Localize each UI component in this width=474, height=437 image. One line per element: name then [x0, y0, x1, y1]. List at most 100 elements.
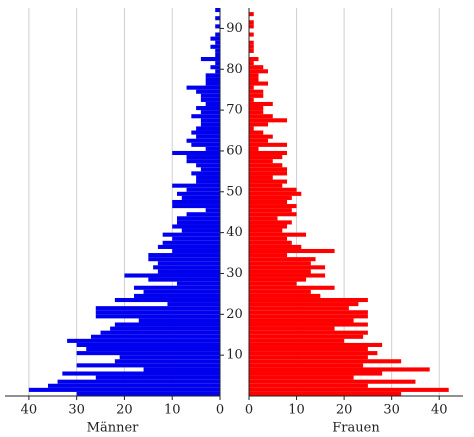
bar	[215, 48, 220, 53]
bar	[191, 171, 220, 176]
bar	[205, 208, 220, 213]
bar	[62, 371, 221, 376]
y-tick-label: 70	[226, 103, 243, 118]
bar	[205, 146, 220, 151]
bar	[249, 273, 326, 278]
x-tick-label: 20	[336, 403, 353, 418]
bar	[249, 138, 269, 143]
bar	[249, 387, 449, 392]
bar	[249, 277, 307, 282]
bar	[200, 57, 220, 62]
bar	[181, 195, 220, 200]
bar	[249, 195, 292, 200]
bar	[249, 204, 297, 209]
y-tick-label: 40	[226, 225, 243, 240]
bar	[249, 318, 354, 323]
bar	[249, 48, 254, 53]
bar	[249, 383, 368, 388]
bar	[196, 106, 220, 111]
x-tick-label: 0	[216, 403, 224, 418]
bar	[249, 77, 259, 82]
bar	[76, 363, 221, 368]
bar	[249, 20, 254, 25]
bar	[148, 277, 220, 282]
bar	[249, 110, 264, 115]
bar	[249, 114, 273, 119]
bar	[249, 159, 273, 164]
bar	[249, 236, 288, 241]
bar	[138, 318, 220, 323]
bar	[200, 167, 220, 172]
bar	[249, 126, 254, 131]
bar	[186, 159, 220, 164]
bar	[91, 334, 220, 339]
bar	[249, 306, 349, 311]
x-tick-label: 30	[383, 403, 400, 418]
bar	[249, 289, 311, 294]
bar	[157, 244, 220, 249]
bar	[249, 171, 288, 176]
bar	[86, 346, 220, 352]
x-tick-label: 40	[21, 403, 38, 418]
bar	[200, 93, 220, 98]
bar	[249, 265, 326, 270]
bar	[215, 16, 220, 21]
bar	[249, 57, 259, 62]
bar	[205, 101, 220, 107]
bar	[249, 212, 297, 217]
bar	[186, 212, 220, 217]
bar	[215, 8, 220, 13]
bar	[249, 379, 416, 384]
bar	[249, 199, 288, 205]
bar	[134, 293, 220, 298]
bar	[249, 150, 288, 156]
bar	[249, 253, 288, 258]
y-tick-label: 20	[226, 307, 243, 322]
bar	[249, 130, 264, 135]
bar	[100, 330, 220, 335]
bar	[249, 338, 345, 343]
bar	[210, 44, 220, 49]
bar	[249, 122, 269, 127]
x-tick-label: 0	[245, 403, 253, 418]
bar	[162, 232, 220, 237]
bar	[215, 32, 220, 37]
bar	[196, 175, 220, 180]
bar	[28, 387, 221, 392]
bar	[157, 269, 220, 274]
bar	[177, 281, 220, 286]
bar	[186, 187, 220, 192]
bar	[249, 248, 335, 254]
bar	[196, 134, 220, 139]
bar	[249, 101, 273, 107]
y-tick-label: 10	[226, 348, 243, 363]
bar	[172, 224, 220, 229]
bar	[119, 355, 220, 360]
bar	[196, 126, 220, 131]
bar	[249, 326, 335, 331]
bar	[249, 359, 402, 364]
bar	[249, 142, 288, 147]
y-tick-label: 80	[226, 62, 243, 77]
bar	[172, 183, 220, 188]
bar	[249, 97, 254, 102]
bar	[196, 89, 220, 94]
bar	[143, 289, 220, 294]
bar	[249, 179, 288, 184]
bar	[205, 73, 220, 78]
bar	[57, 379, 220, 384]
x-axis-label: Männer	[87, 421, 140, 436]
y-tick-label: 30	[226, 266, 243, 281]
bar	[114, 297, 220, 303]
bar	[249, 363, 364, 368]
bar	[249, 285, 335, 290]
bar	[110, 326, 220, 331]
bar	[172, 199, 220, 205]
bar	[172, 150, 220, 156]
bar	[249, 261, 311, 266]
bar	[177, 216, 220, 221]
y-tick-label: 90	[226, 21, 243, 36]
bar	[167, 302, 220, 307]
bar	[177, 220, 220, 225]
bar	[172, 248, 220, 254]
